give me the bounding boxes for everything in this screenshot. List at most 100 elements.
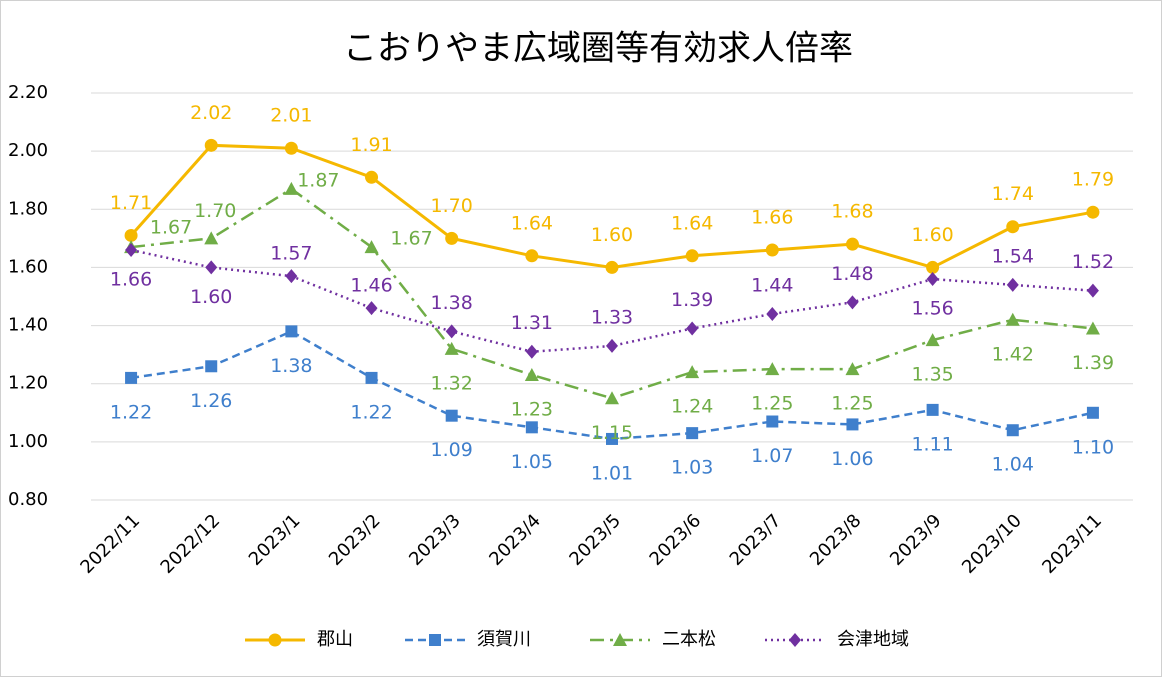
value-label: 1.74: [992, 183, 1034, 205]
data-point: [925, 333, 940, 347]
value-label: 1.60: [591, 224, 633, 246]
data-point: [845, 362, 860, 376]
data-point: [685, 249, 699, 263]
value-label: 1.22: [350, 401, 392, 423]
legend-label: 須賀川: [477, 629, 531, 650]
value-label: 1.67: [390, 228, 432, 250]
value-label: 1.52: [1072, 251, 1114, 273]
value-label: 1.79: [1072, 169, 1114, 191]
data-point: [685, 365, 700, 379]
value-label: 1.07: [751, 445, 793, 467]
value-label: 1.15: [591, 422, 633, 444]
data-point: [284, 141, 298, 155]
y-tick-label: 1.60: [8, 256, 48, 277]
value-label: 1.70: [431, 195, 473, 217]
data-point: [1086, 283, 1099, 298]
value-label: 1.38: [270, 355, 312, 377]
value-label: 1.66: [110, 268, 152, 290]
value-label: 1.57: [270, 243, 312, 265]
value-label: 1.67: [150, 217, 192, 239]
value-label: 1.24: [671, 396, 713, 418]
data-point: [525, 344, 538, 359]
data-point: [365, 170, 379, 184]
value-label: 1.31: [511, 312, 553, 334]
data-point: [1086, 406, 1099, 419]
data-point: [124, 228, 138, 242]
legend-marker: [789, 633, 801, 647]
value-label: 1.35: [911, 364, 953, 386]
value-label: 1.44: [751, 274, 793, 296]
data-point: [1085, 321, 1100, 335]
value-label: 1.60: [190, 286, 232, 308]
value-label: 1.66: [751, 206, 793, 228]
legend-label: 会津地域: [837, 629, 909, 650]
value-label: 1.39: [1072, 352, 1114, 374]
data-point: [524, 367, 539, 381]
value-label: 1.48: [831, 263, 873, 285]
value-label: 1.33: [591, 306, 633, 328]
data-point: [445, 409, 458, 422]
data-point: [525, 421, 538, 434]
value-label: 1.23: [511, 398, 553, 420]
value-label: 2.02: [190, 102, 232, 124]
value-label: 1.05: [511, 451, 553, 473]
data-point: [1006, 220, 1020, 234]
value-label: 1.10: [1072, 436, 1114, 458]
data-point: [125, 242, 138, 257]
value-label: 1.01: [591, 462, 633, 484]
data-point: [204, 138, 218, 152]
value-label: 1.25: [831, 393, 873, 415]
value-label: 1.32: [431, 372, 473, 394]
value-label: 1.70: [194, 200, 236, 222]
data-point: [1086, 205, 1100, 219]
data-point: [525, 249, 539, 263]
data-point: [1005, 312, 1020, 326]
value-label: 1.87: [297, 169, 339, 191]
data-point: [125, 371, 138, 384]
value-label: 1.39: [671, 289, 713, 311]
data-point: [365, 301, 378, 316]
legend-marker: [429, 634, 441, 646]
value-label: 1.71: [110, 192, 152, 214]
data-point: [846, 295, 859, 310]
value-label: 1.04: [992, 454, 1034, 476]
y-tick-label: 1.40: [8, 315, 48, 336]
chart-title: こおりやま広域圏等有効求人倍率: [343, 29, 853, 69]
data-point: [1006, 277, 1019, 292]
data-point: [1006, 424, 1019, 437]
value-label: 1.68: [831, 201, 873, 223]
data-point: [846, 418, 859, 431]
data-point: [285, 325, 298, 338]
data-point: [686, 321, 699, 336]
value-label: 1.03: [671, 457, 713, 479]
data-point: [205, 360, 218, 373]
data-point: [845, 237, 859, 251]
data-point: [285, 269, 298, 284]
data-point: [606, 432, 618, 445]
data-point: [765, 362, 780, 376]
y-tick-label: 0.80: [8, 489, 48, 510]
data-point: [686, 427, 699, 440]
value-label: 2.01: [270, 105, 312, 127]
data-point: [445, 324, 458, 339]
data-point: [766, 415, 779, 428]
data-point: [766, 306, 779, 321]
data-point: [365, 371, 378, 384]
data-point: [605, 260, 619, 274]
value-label: 1.54: [992, 245, 1034, 267]
legend-label: 二本松: [662, 629, 716, 650]
data-point: [606, 338, 618, 353]
value-label: 1.60: [911, 224, 953, 246]
value-label: 1.42: [992, 343, 1034, 365]
data-point: [445, 231, 459, 245]
value-label: 1.91: [350, 134, 392, 156]
y-tick-label: 1.80: [8, 198, 48, 219]
data-point: [926, 403, 939, 416]
value-label: 1.46: [350, 275, 392, 297]
value-label: 1.64: [511, 212, 553, 234]
legend-label: 郡山: [317, 629, 353, 650]
value-label: 1.06: [831, 448, 873, 470]
y-tick-label: 1.00: [8, 431, 48, 452]
y-tick-label: 1.20: [8, 373, 48, 394]
